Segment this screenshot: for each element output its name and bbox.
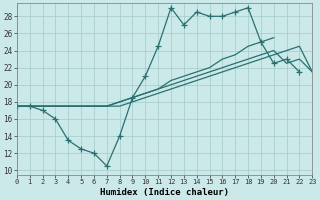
X-axis label: Humidex (Indice chaleur): Humidex (Indice chaleur) <box>100 188 229 197</box>
